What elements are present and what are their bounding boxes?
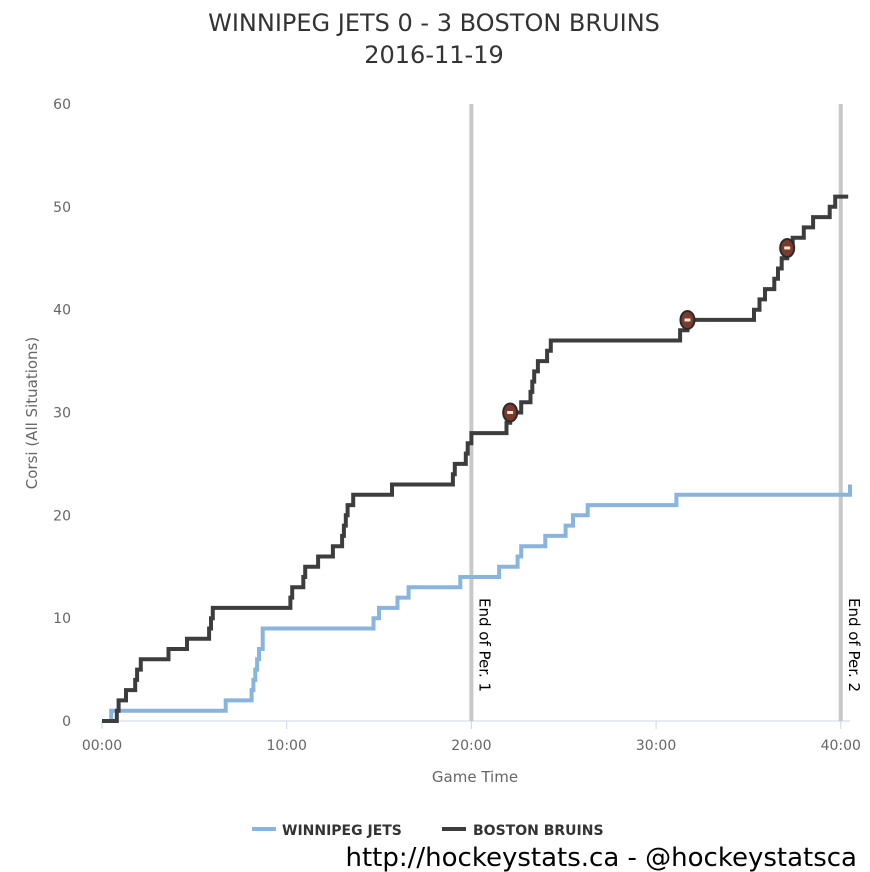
x-tick-label: 10:00 (267, 738, 307, 754)
legend-item-boston[interactable]: BOSTON BRUINS (442, 823, 604, 839)
goal-markers (502, 237, 796, 423)
goal-marker[interactable] (679, 309, 696, 330)
x-axis-ticks: 00:00 10:00 20:00 30:00 40:00 (82, 721, 861, 754)
goal-marker[interactable] (502, 402, 519, 423)
legend-item-winnipeg[interactable]: WINNIPEG JETS (252, 823, 402, 839)
series-line-winnipeg[interactable] (102, 484, 852, 723)
x-tick-label: 40:00 (821, 738, 861, 754)
legend-label-winnipeg: WINNIPEG JETS (282, 823, 402, 839)
x-tick-label: 30:00 (636, 738, 676, 754)
goal-marker[interactable] (779, 237, 796, 258)
period-end-label: End of Per. 2 (845, 598, 863, 692)
marker-highlight (684, 318, 691, 322)
y-tick-label: 50 (53, 200, 71, 216)
y-tick-label: 40 (53, 303, 71, 319)
series-line-boston[interactable] (102, 194, 849, 723)
y-tick-label: 30 (53, 406, 71, 422)
chart-title: WINNIPEG JETS 0 - 3 BOSTON BRUINS (208, 9, 660, 37)
x-tick-label: 20:00 (451, 738, 491, 754)
marker-highlight (784, 246, 791, 250)
chart-subtitle: 2016-11-19 (364, 41, 503, 69)
period-end-label: End of Per. 1 (475, 598, 493, 692)
y-axis-title: Corsi (All Situations) (23, 337, 41, 489)
y-tick-label: 20 (53, 508, 71, 524)
y-tick-label: 10 (53, 611, 71, 627)
footer-credit: http://hockeystats.ca - @hockeystatsca (346, 843, 858, 872)
x-axis-title: Game Time (432, 768, 518, 786)
legend: WINNIPEG JETS BOSTON BRUINS (252, 823, 604, 839)
marker-highlight (507, 411, 514, 414)
period-markers: End of Per. 1 End of Per. 2 (469, 104, 863, 721)
y-axis-ticks: 0 10 20 30 40 50 60 (53, 97, 71, 730)
y-tick-label: 0 (62, 714, 71, 730)
legend-label-boston: BOSTON BRUINS (473, 823, 604, 839)
x-tick-label: 00:00 (82, 738, 122, 754)
series-lines (102, 194, 852, 723)
y-tick-label: 60 (53, 97, 71, 113)
